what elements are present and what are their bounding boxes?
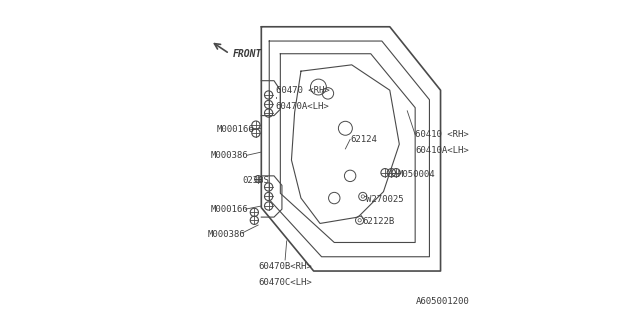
Text: 60410A<LH>: 60410A<LH> xyxy=(415,146,469,155)
Text: 60470 <RH>: 60470 <RH> xyxy=(276,86,330,95)
Text: M050004: M050004 xyxy=(397,170,435,179)
Text: 60470A<LH>: 60470A<LH> xyxy=(276,101,330,111)
Text: M000386: M000386 xyxy=(207,230,245,239)
Text: M000166: M000166 xyxy=(211,205,248,214)
Text: 62124: 62124 xyxy=(350,135,377,144)
Text: 60470C<LH>: 60470C<LH> xyxy=(258,278,312,287)
Text: W270025: W270025 xyxy=(366,195,404,204)
Text: 60470B<RH>: 60470B<RH> xyxy=(258,262,312,271)
Text: 0238S: 0238S xyxy=(243,176,269,185)
Text: M000386: M000386 xyxy=(211,151,248,160)
Text: FRONT: FRONT xyxy=(233,49,262,59)
Text: 60410 <RH>: 60410 <RH> xyxy=(415,130,469,139)
Text: 62122B: 62122B xyxy=(363,217,395,226)
Text: A605001200: A605001200 xyxy=(415,297,469,306)
Text: M000166: M000166 xyxy=(217,125,255,134)
